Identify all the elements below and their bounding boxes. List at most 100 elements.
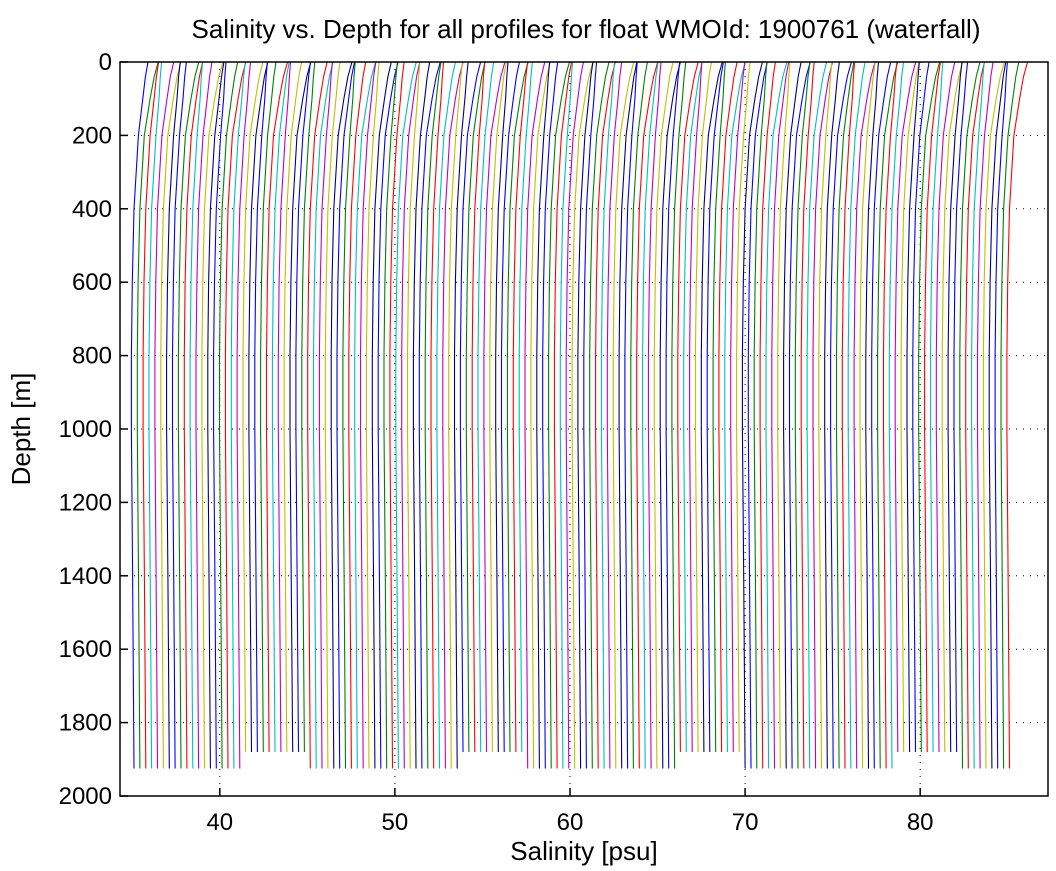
- salinity-profile-line: [218, 61, 239, 769]
- y-tick-label: 800: [72, 343, 112, 370]
- salinity-profile-line: [871, 61, 892, 769]
- salinity-profile-line: [783, 61, 802, 769]
- salinity-profile-line: [941, 61, 964, 753]
- salinity-profile-line: [465, 61, 486, 753]
- salinity-profile-line: [524, 61, 546, 769]
- salinity-profile-line: [324, 61, 341, 769]
- salinity-profile-line: [730, 61, 746, 753]
- y-tick-label: 2000: [59, 783, 112, 810]
- salinity-profile-line: [195, 61, 213, 769]
- salinity-profile-line: [459, 61, 482, 753]
- salinity-profile-line: [395, 61, 417, 769]
- salinity-profile-line: [624, 61, 638, 769]
- salinity-profile-line: [301, 61, 316, 753]
- salinity-profile-line: [818, 61, 833, 769]
- salinity-profile-line: [859, 61, 876, 769]
- salinity-profile-line: [929, 61, 944, 753]
- salinity-profile-line: [213, 61, 227, 769]
- y-tick-label: 1000: [59, 416, 112, 443]
- salinity-profile-line: [918, 61, 941, 753]
- salinity-profile-line: [453, 61, 469, 769]
- salinity-profile-line: [636, 61, 659, 769]
- salinity-profile-line: [853, 61, 876, 769]
- salinity-profile-line: [771, 61, 790, 769]
- y-tick-label: 1800: [59, 710, 112, 737]
- x-tick-label: 50: [382, 809, 409, 836]
- salinity-profile-line: [577, 61, 594, 769]
- salinity-profile-line: [130, 61, 149, 769]
- salinity-profile-line: [548, 61, 570, 769]
- salinity-profile-line: [336, 61, 356, 769]
- salinity-profile-line: [1000, 61, 1020, 769]
- salinity-profile-line: [606, 61, 623, 769]
- salinity-profile-line: [289, 61, 312, 753]
- salinity-profile-line: [265, 61, 289, 753]
- x-axis-ticks: 40 50 60 70 80: [206, 788, 934, 836]
- salinity-profile-line: [965, 61, 986, 769]
- y-tick-label: 1600: [59, 636, 112, 663]
- salinity-profile-line: [166, 61, 181, 769]
- salinity-profile-line: [830, 61, 852, 769]
- salinity-profile-line: [254, 61, 268, 753]
- salinity-profile-line: [794, 61, 811, 769]
- salinity-profile-line: [971, 61, 985, 769]
- salinity-profile-line: [994, 61, 1008, 769]
- salinity-profile-line: [242, 61, 264, 753]
- salinity-profile-line: [647, 61, 662, 769]
- salinity-profile-line: [882, 61, 898, 769]
- salinity-profile-line: [565, 61, 584, 769]
- salinity-profile-line: [412, 61, 431, 769]
- salinity-profile-line: [406, 61, 421, 769]
- salinity-profile-line: [906, 61, 920, 753]
- salinity-profile-line: [600, 61, 616, 769]
- salinity-profile-line: [142, 61, 160, 769]
- x-tick-label: 60: [557, 809, 584, 836]
- salinity-profile-line: [312, 61, 334, 769]
- salinity-profile-line: [877, 61, 899, 769]
- salinity-profile-line: [500, 61, 520, 753]
- salinity-profile-line: [571, 61, 594, 769]
- salinity-profile-line: [583, 61, 598, 769]
- salinity-profile-line: [630, 61, 648, 769]
- x-tick-label: 40: [206, 809, 233, 836]
- salinity-profile-line: [700, 61, 723, 753]
- salinity-profile-line: [224, 61, 247, 769]
- salinity-profile-line: [330, 61, 353, 769]
- salinity-profile-line: [900, 61, 920, 753]
- salinity-profile-line: [177, 61, 200, 769]
- salinity-profile-line: [659, 61, 681, 769]
- salinity-profile-line: [371, 61, 392, 769]
- salinity-profile-line: [665, 61, 681, 769]
- salinity-profile-line: [236, 61, 252, 769]
- salinity-profile-line: [489, 61, 507, 753]
- salinity-profile-line: [506, 61, 529, 753]
- salinity-profile-line: [154, 61, 175, 769]
- salinity-profile-line: [777, 61, 791, 769]
- salinity-profile-line: [342, 61, 356, 769]
- salinity-profile-line: [260, 61, 277, 753]
- salinity-profile-line: [595, 61, 616, 769]
- salinity-profile-line: [888, 61, 905, 769]
- salinity-profile-line: [677, 61, 699, 753]
- salinity-profile-line: [824, 61, 840, 769]
- salinity-profile-line: [189, 61, 204, 769]
- y-tick-label: 1200: [59, 489, 112, 516]
- salinity-profile-line: [765, 61, 788, 769]
- salinity-profile-line: [512, 61, 529, 753]
- salinity-profile-line: [553, 61, 573, 769]
- salinity-profile-line: [207, 61, 225, 769]
- salinity-profile-line: [812, 61, 834, 769]
- salinity-profile-line: [559, 61, 574, 769]
- salinity-profile-line: [160, 61, 182, 769]
- salinity-profile-line: [712, 61, 726, 753]
- salinity-profile-line: [354, 61, 377, 769]
- salinity-profile-line: [442, 61, 464, 769]
- salinity-profile-line: [706, 61, 724, 753]
- salinity-profile-line: [724, 61, 746, 753]
- y-axis-label: Depth [m]: [6, 373, 36, 486]
- x-axis-label: Salinity [psu]: [510, 836, 657, 866]
- y-tick-label: 600: [72, 269, 112, 296]
- y-tick-label: 0: [99, 49, 112, 76]
- salinity-profile-line: [401, 61, 421, 769]
- salinity-profile-line: [988, 61, 1007, 769]
